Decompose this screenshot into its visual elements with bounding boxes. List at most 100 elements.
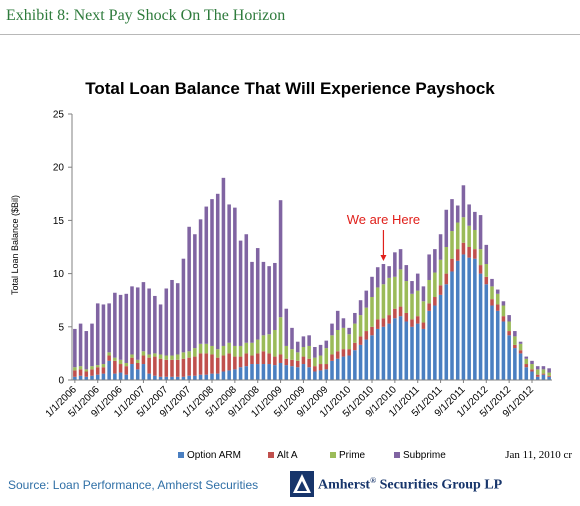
bar-segment xyxy=(181,352,186,359)
bar-segment xyxy=(215,357,220,374)
bar-segment xyxy=(175,354,180,360)
y-axis-label: Total Loan Balance ($Bil) xyxy=(10,195,20,295)
bar-segment xyxy=(238,356,243,368)
bar-segment xyxy=(341,356,346,380)
bar-segment xyxy=(187,357,191,376)
bar-segment xyxy=(427,279,431,304)
y-tick-label: 5 xyxy=(58,322,64,333)
y-tick-label: 20 xyxy=(53,163,65,174)
bar-segment xyxy=(455,249,460,261)
bar-segment xyxy=(221,345,226,356)
bar-segment xyxy=(375,287,380,320)
bar-segment xyxy=(170,359,174,377)
annotation-arrowhead xyxy=(380,255,387,262)
bar-segment xyxy=(255,353,260,365)
bar-segment xyxy=(324,348,329,365)
bar-segment xyxy=(215,373,220,380)
bar-segment xyxy=(541,373,546,375)
bar-segment xyxy=(330,360,334,380)
bar-segment xyxy=(450,271,454,380)
bar-segment xyxy=(484,244,489,265)
bar-segment xyxy=(210,199,214,346)
bar-segment xyxy=(198,374,203,380)
bar-segment xyxy=(90,366,94,370)
bar-segment xyxy=(370,326,374,336)
bar-segment xyxy=(290,359,294,367)
bar-segment xyxy=(101,373,106,380)
bar-segment xyxy=(284,345,289,359)
bar-segment xyxy=(495,310,500,380)
bar-segment xyxy=(507,335,511,380)
bar-segment xyxy=(501,301,506,306)
bar-segment xyxy=(353,323,357,343)
bar-segment xyxy=(535,366,540,370)
bar-segment xyxy=(478,265,483,274)
bar-segment xyxy=(524,356,529,359)
bar-segment xyxy=(404,265,409,282)
bar-segment xyxy=(324,369,329,380)
bar-segment xyxy=(433,249,437,273)
bar-segment xyxy=(307,345,311,359)
bar-segment xyxy=(518,350,523,354)
bar-segment xyxy=(433,297,437,306)
bar-segment xyxy=(427,254,431,280)
bar-segment xyxy=(284,358,289,366)
legend-swatch xyxy=(178,452,184,458)
bar-segment xyxy=(421,286,426,302)
bar-segment xyxy=(204,343,209,354)
bar-segment xyxy=(295,367,300,380)
bar-segment xyxy=(250,355,254,365)
bar-segment xyxy=(153,375,157,380)
bar-segment xyxy=(278,200,283,318)
bar-segment xyxy=(135,359,140,363)
bar-segment xyxy=(90,375,94,380)
bar-segment xyxy=(238,240,243,346)
bar-segment xyxy=(227,342,231,354)
bar-segment xyxy=(313,371,317,380)
bar-segment xyxy=(421,322,426,329)
bar-segment xyxy=(78,323,83,367)
bar-segment xyxy=(381,284,386,319)
bar-segment xyxy=(170,376,174,380)
bar-segment xyxy=(347,355,351,380)
bar-segment xyxy=(141,282,146,352)
bar-segment xyxy=(330,323,334,336)
bar-segment xyxy=(273,329,277,357)
bar-segment xyxy=(364,307,369,332)
legend: Option ARM Alt A Prime Subprime xyxy=(178,450,446,461)
bar-segment xyxy=(410,293,414,320)
bar-segment xyxy=(204,353,209,375)
bar-segment xyxy=(250,364,254,380)
bar-segment xyxy=(141,364,146,380)
bar-segment xyxy=(233,356,237,370)
bar-segment xyxy=(227,353,231,371)
bar-segment xyxy=(198,353,203,375)
bar-segment xyxy=(158,354,163,359)
bar-segment xyxy=(353,312,357,324)
bar-segment xyxy=(461,254,466,380)
bar-segment xyxy=(124,362,129,367)
bar-segment xyxy=(335,310,340,330)
bar-segment xyxy=(404,321,409,380)
bar-segment xyxy=(467,257,471,380)
bar-segment xyxy=(221,177,226,346)
bar-segment xyxy=(495,304,500,311)
bar-segment xyxy=(415,290,420,317)
bar-segment xyxy=(490,305,494,380)
bar-segment xyxy=(455,205,460,223)
bar-segment xyxy=(313,357,317,367)
bar-segment xyxy=(427,310,431,380)
bar-segment xyxy=(193,234,197,349)
bar-segment xyxy=(370,297,374,327)
bar-segment xyxy=(404,281,409,313)
bar-segment xyxy=(473,258,477,380)
bar-segment xyxy=(233,345,237,357)
bar-segment xyxy=(284,308,289,346)
bar-segment xyxy=(444,284,449,380)
bar-segment xyxy=(255,339,260,354)
bar-segment xyxy=(95,367,100,375)
bar-segment xyxy=(273,365,277,380)
payshock-chart: Total Loan Balance That Will Experience … xyxy=(10,79,572,461)
legend-label: Subprime xyxy=(403,450,446,461)
bar-segment xyxy=(290,349,294,360)
